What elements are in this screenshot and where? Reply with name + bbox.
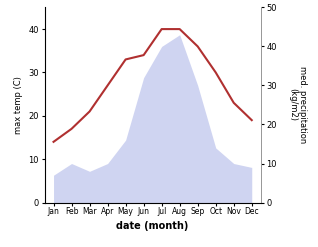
Y-axis label: med. precipitation
(kg/m2): med. precipitation (kg/m2) [288,66,308,144]
X-axis label: date (month): date (month) [116,221,189,231]
Y-axis label: max temp (C): max temp (C) [14,76,23,134]
